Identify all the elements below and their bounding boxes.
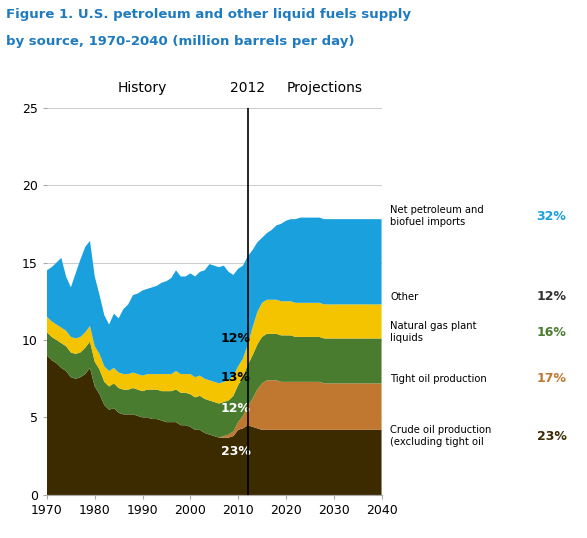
Text: Tight oil production: Tight oil production <box>390 374 487 384</box>
Text: History: History <box>118 81 167 95</box>
Text: 13%: 13% <box>221 371 251 384</box>
Text: 32%: 32% <box>537 210 566 223</box>
Text: Figure 1. U.S. petroleum and other liquid fuels supply: Figure 1. U.S. petroleum and other liqui… <box>6 8 411 21</box>
Text: Other: Other <box>390 292 419 302</box>
Text: 12%: 12% <box>537 290 566 303</box>
Text: 40%: 40% <box>203 228 236 242</box>
Text: 16%: 16% <box>537 326 566 339</box>
Text: Net petroleum and
biofuel imports: Net petroleum and biofuel imports <box>390 206 484 227</box>
Text: by source, 1970-2040 (million barrels per day): by source, 1970-2040 (million barrels pe… <box>6 35 355 48</box>
Text: Projections: Projections <box>286 81 362 95</box>
Text: 2012: 2012 <box>230 81 265 95</box>
Text: 23%: 23% <box>221 445 251 458</box>
Text: 17%: 17% <box>537 372 566 385</box>
Text: 12%: 12% <box>221 332 251 345</box>
Text: 12%: 12% <box>221 402 251 415</box>
Text: Natural gas plant
liquids: Natural gas plant liquids <box>390 322 477 343</box>
Text: 23%: 23% <box>537 429 566 443</box>
Text: Crude oil production
(excluding tight oil: Crude oil production (excluding tight oi… <box>390 425 492 447</box>
